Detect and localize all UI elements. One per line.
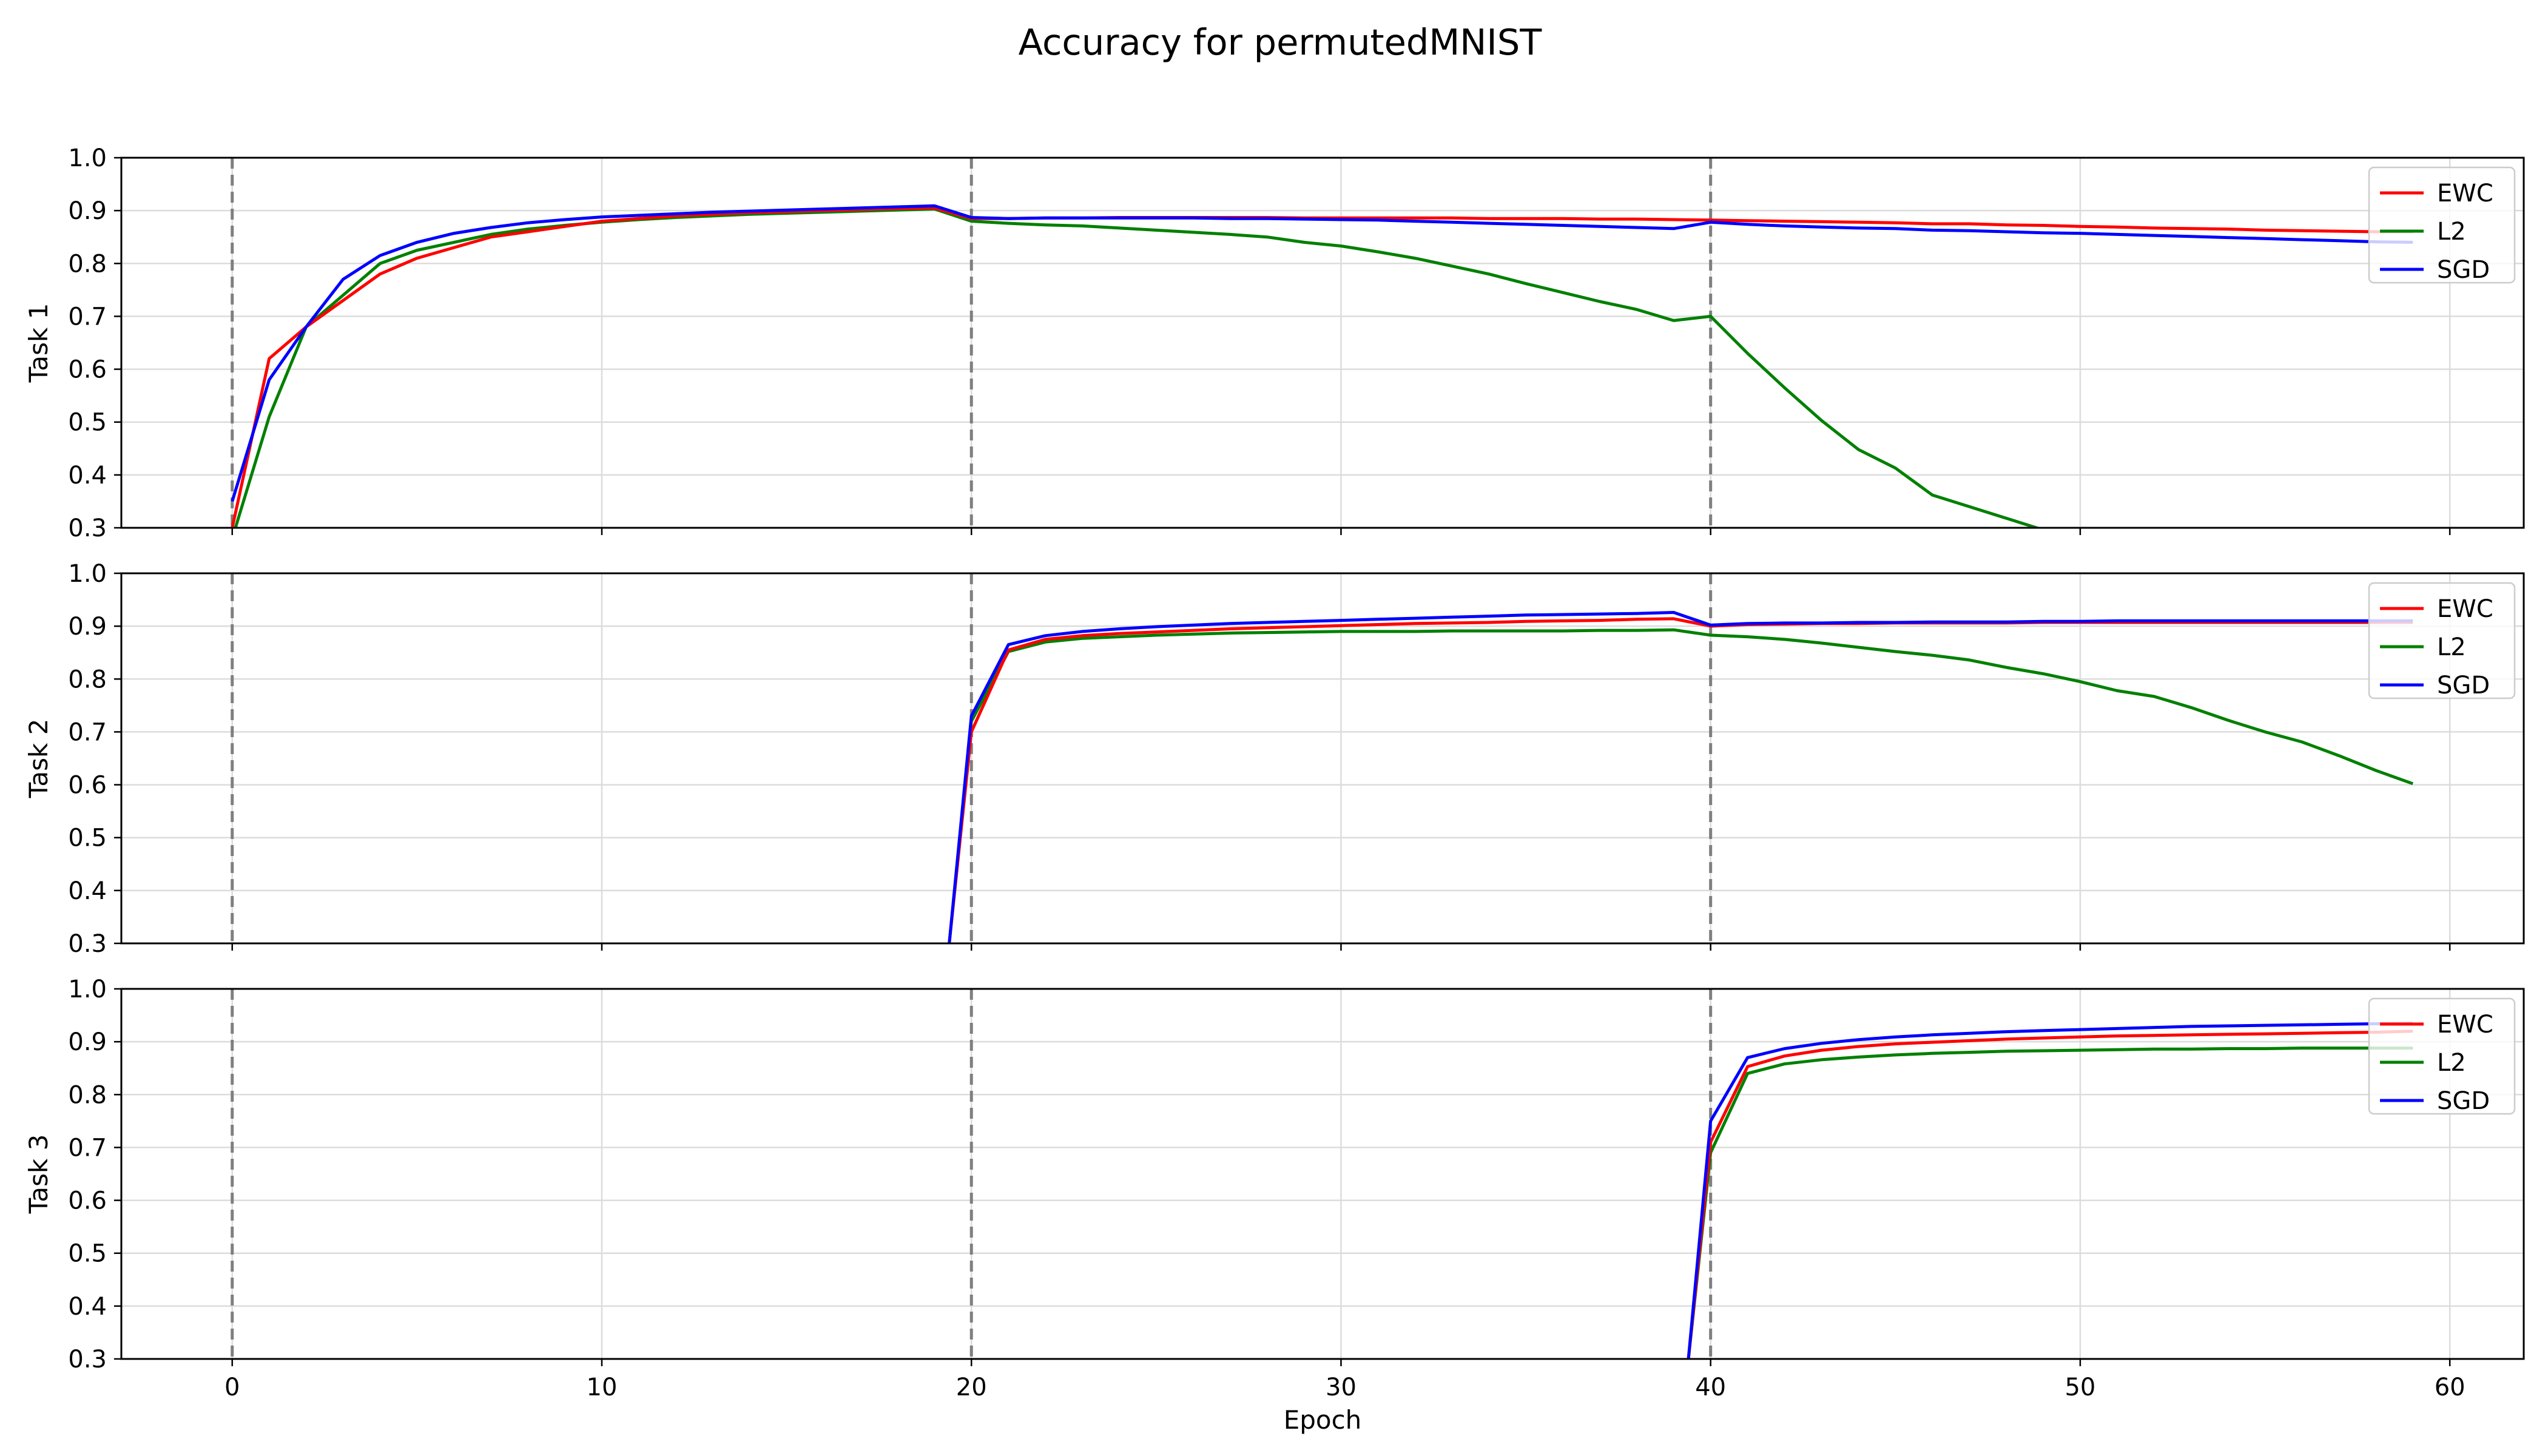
y-tick-label: 0.3 bbox=[68, 1346, 107, 1373]
series-line-sgd bbox=[1687, 1022, 2413, 1359]
legend: EWC L2 SGD bbox=[2368, 997, 2516, 1115]
x-tick-label: 40 bbox=[1695, 1373, 1726, 1401]
legend: EWC L2 SGD bbox=[2368, 582, 2516, 699]
y-tick-label: 0.4 bbox=[68, 1293, 107, 1321]
y-tick-label: 0.3 bbox=[68, 930, 107, 958]
y-tick-label: 1.0 bbox=[68, 560, 107, 588]
series-line-l2 bbox=[234, 207, 2042, 528]
series-line-ewc bbox=[231, 206, 2413, 528]
panel-task-3: 0.3 0.4 0.5 0.6 0.7 0.8 0.9 1.0 0 10 20 30 40 50 60 Tas… bbox=[24, 976, 2525, 1401]
panel-task-2: 0.3 0.4 0.5 0.6 0.7 0.8 0.9 1.0 Task 2 EWC L2 SGD bbox=[24, 560, 2525, 958]
y-tick-label: 1.0 bbox=[68, 976, 107, 1003]
axes-frame bbox=[120, 157, 2525, 529]
y-tick-label: 0.3 bbox=[68, 514, 107, 542]
y-tick-label: 0.4 bbox=[68, 877, 107, 905]
y-tick-label: 0.8 bbox=[68, 250, 107, 278]
legend-label-sgd: SGD bbox=[2437, 256, 2490, 284]
y-tick-label: 0.9 bbox=[68, 1028, 107, 1056]
y-tick-label: 1.0 bbox=[68, 144, 107, 172]
series-line-ewc bbox=[1687, 1030, 2413, 1359]
y-tick-label: 0.6 bbox=[68, 356, 107, 384]
series-line-sgd bbox=[948, 611, 2413, 943]
legend-label-l2: L2 bbox=[2437, 218, 2466, 246]
series-line-sgd bbox=[231, 204, 2413, 502]
legend: EWC L2 SGD bbox=[2368, 166, 2516, 284]
y-tick-label: 0.5 bbox=[68, 824, 107, 852]
chart-title: Accuracy for permutedMNIST bbox=[1019, 21, 1543, 63]
y-tick-label: 0.7 bbox=[68, 718, 107, 746]
legend-box bbox=[2368, 997, 2516, 1115]
series-line-l2 bbox=[1687, 1046, 2413, 1359]
panel-task-1: 0.3 0.4 0.5 0.6 0.7 0.8 0.9 1.0 Task 1 EWC L2 SGD bbox=[24, 144, 2525, 542]
x-tick-label: 30 bbox=[1326, 1373, 1357, 1401]
y-tick-label: 0.7 bbox=[68, 303, 107, 331]
y-tick-label: 0.4 bbox=[68, 462, 107, 490]
series-line-ewc bbox=[948, 617, 2413, 943]
legend-label-sgd: SGD bbox=[2437, 1087, 2490, 1115]
x-tick-label: 20 bbox=[956, 1373, 987, 1401]
legend-label-ewc: EWC bbox=[2437, 180, 2493, 207]
x-tick-label: 10 bbox=[587, 1373, 618, 1401]
y-tick-label: 0.6 bbox=[68, 772, 107, 800]
y-tick-label: 0.9 bbox=[68, 197, 107, 225]
y-tick-label: 0.6 bbox=[68, 1187, 107, 1215]
axes-frame bbox=[120, 572, 2525, 945]
y-axis-label: Task 1 bbox=[24, 303, 53, 383]
y-axis-label: Task 3 bbox=[24, 1134, 53, 1215]
x-tick-label: 0 bbox=[224, 1373, 240, 1401]
y-tick-label: 0.5 bbox=[68, 1240, 107, 1268]
y-axis-label: Task 2 bbox=[24, 719, 53, 799]
legend-label-sgd: SGD bbox=[2437, 672, 2490, 699]
y-tick-label: 0.8 bbox=[68, 666, 107, 693]
y-tick-label: 0.9 bbox=[68, 613, 107, 641]
x-axis-label: Epoch bbox=[1284, 1405, 1362, 1435]
legend-box bbox=[2368, 166, 2516, 284]
legend-label-l2: L2 bbox=[2437, 1049, 2466, 1077]
legend-box bbox=[2368, 582, 2516, 699]
legend-label-l2: L2 bbox=[2437, 633, 2466, 661]
series-line-l2 bbox=[948, 628, 2414, 943]
y-tick-label: 0.7 bbox=[68, 1134, 107, 1162]
x-tick-label: 50 bbox=[2064, 1373, 2095, 1401]
y-tick-label: 0.8 bbox=[68, 1081, 107, 1109]
legend-label-ewc: EWC bbox=[2437, 1011, 2493, 1039]
y-tick-label: 0.5 bbox=[68, 409, 107, 437]
legend-label-ewc: EWC bbox=[2437, 595, 2493, 623]
x-tick-label: 60 bbox=[2435, 1373, 2465, 1401]
axes-frame bbox=[120, 988, 2525, 1360]
